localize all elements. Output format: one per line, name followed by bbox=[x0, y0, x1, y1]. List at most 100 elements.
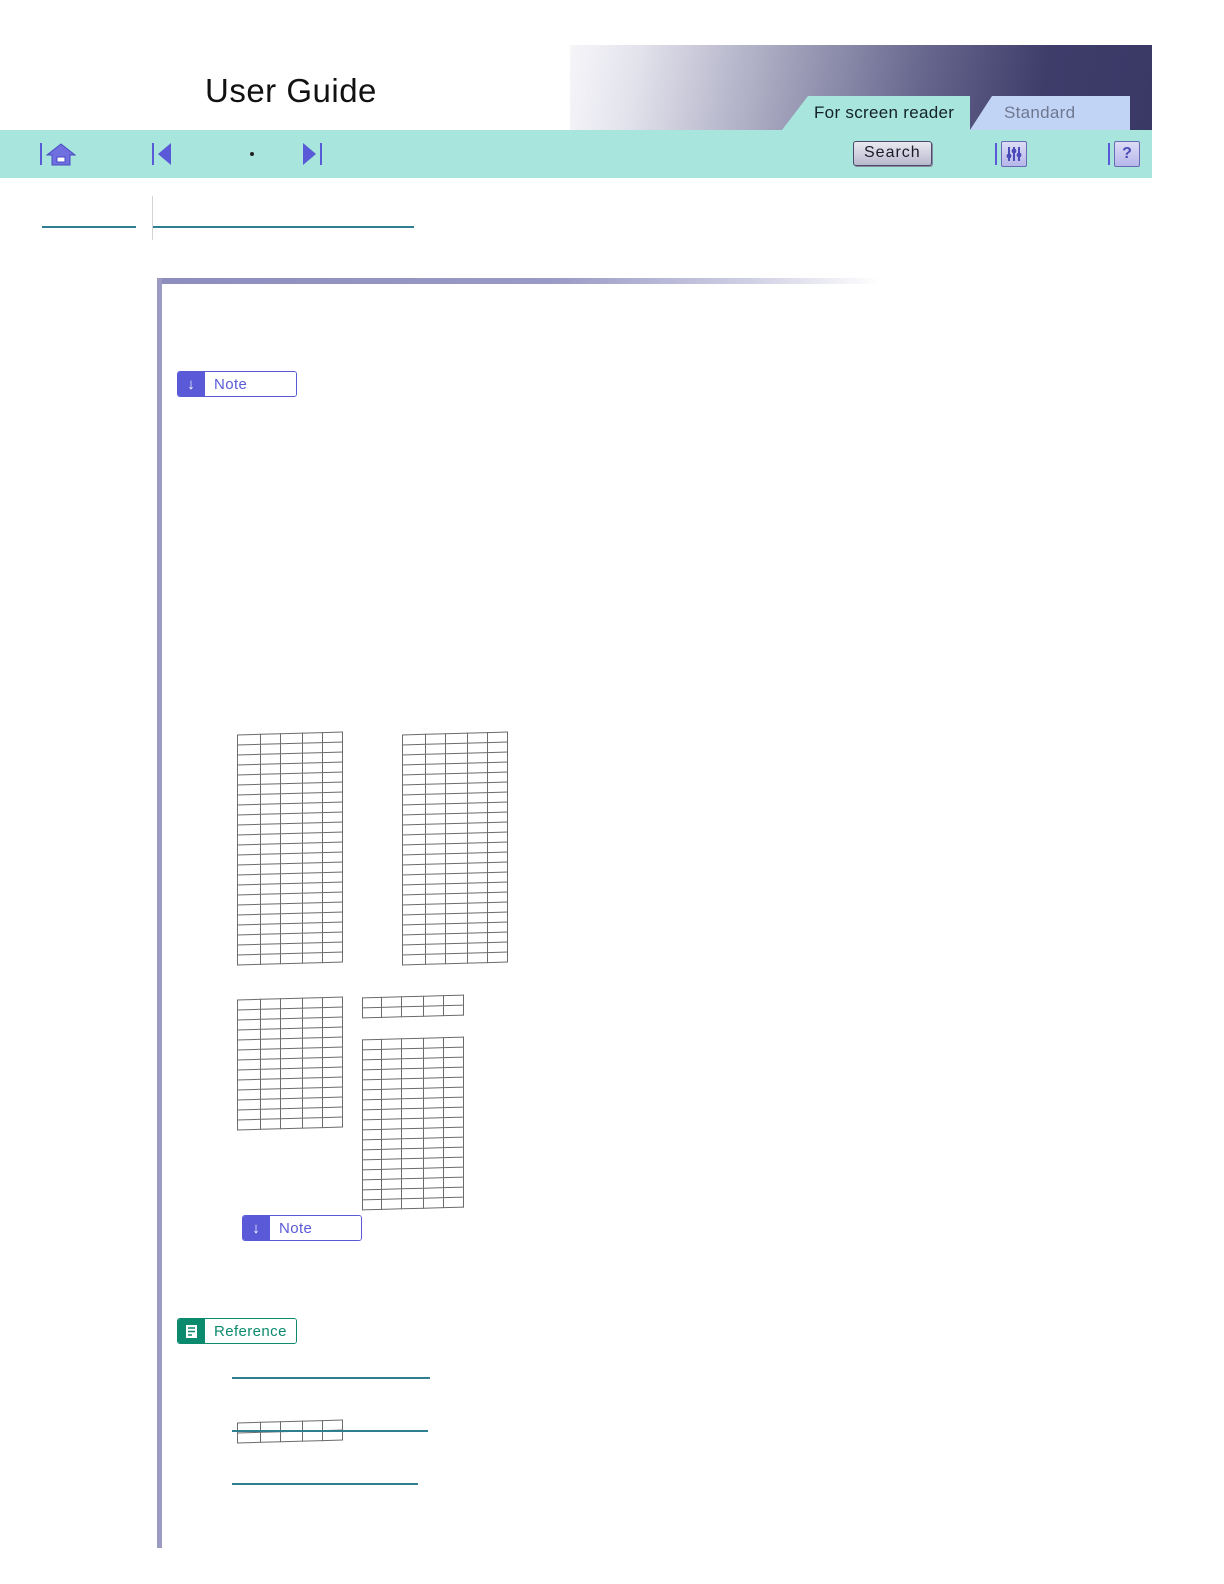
table-cell bbox=[487, 892, 508, 903]
table-cell bbox=[280, 933, 303, 944]
breadcrumb bbox=[0, 192, 1152, 238]
table-cell bbox=[280, 753, 303, 764]
table-cell bbox=[322, 822, 343, 833]
table-cell bbox=[401, 996, 424, 1007]
table-cell bbox=[445, 803, 468, 814]
table-cell bbox=[302, 832, 323, 844]
table-cell bbox=[237, 774, 261, 785]
table-cell bbox=[423, 1087, 444, 1099]
table-cell bbox=[302, 862, 323, 874]
help-button[interactable]: ? bbox=[1108, 130, 1140, 178]
table-cell bbox=[381, 1078, 402, 1090]
table-cell bbox=[302, 1077, 323, 1089]
table-cell bbox=[425, 753, 446, 765]
breadcrumb-item-2[interactable] bbox=[152, 210, 414, 228]
table-cell bbox=[467, 922, 488, 934]
page-header: User Guide For screen reader Standard bbox=[0, 0, 1152, 130]
table-cell bbox=[425, 823, 446, 835]
table-cell bbox=[381, 1098, 402, 1110]
table-cell bbox=[443, 1057, 464, 1068]
table-cell bbox=[302, 1067, 323, 1079]
table-cell bbox=[362, 997, 382, 1008]
table-cell bbox=[322, 882, 343, 893]
table-cell bbox=[322, 902, 343, 913]
table-cell bbox=[260, 733, 281, 745]
table-cell bbox=[302, 1017, 323, 1029]
table-cell bbox=[425, 813, 446, 825]
table-cell bbox=[362, 1179, 382, 1190]
home-button[interactable] bbox=[40, 130, 76, 178]
page-title: User Guide bbox=[205, 72, 377, 109]
table-cell bbox=[302, 997, 323, 1009]
table-cell bbox=[322, 932, 343, 943]
table-cell bbox=[260, 743, 281, 755]
table-cell bbox=[401, 1108, 424, 1119]
table-cell bbox=[280, 1028, 303, 1039]
table-cell bbox=[302, 742, 323, 754]
table-cell bbox=[322, 742, 343, 753]
table-grid-e bbox=[362, 1037, 464, 1211]
table-cell bbox=[401, 1138, 424, 1149]
table-cell bbox=[467, 892, 488, 904]
previous-page-button[interactable] bbox=[152, 130, 171, 178]
table-cell bbox=[445, 763, 468, 774]
separator-bar bbox=[152, 143, 154, 165]
table-cell bbox=[467, 822, 488, 834]
breadcrumb-item-1[interactable] bbox=[42, 210, 136, 228]
table-cell bbox=[467, 942, 488, 954]
table-cell bbox=[260, 1038, 281, 1050]
table-cell bbox=[445, 943, 468, 954]
table-cell bbox=[280, 1058, 303, 1069]
table-cell bbox=[425, 883, 446, 895]
content-left-rule bbox=[157, 278, 162, 1548]
table-cell bbox=[280, 1088, 303, 1099]
separator-bar bbox=[1108, 143, 1110, 165]
table-cell bbox=[423, 1147, 444, 1159]
table-cell bbox=[445, 733, 468, 744]
table-cell bbox=[260, 843, 281, 855]
note-badge: ↓ Note bbox=[242, 1215, 362, 1241]
table-cell bbox=[260, 763, 281, 775]
table-cell bbox=[362, 1129, 382, 1140]
table-cell bbox=[402, 804, 426, 815]
table-cell bbox=[381, 1088, 402, 1100]
table-cell bbox=[237, 1089, 261, 1100]
reference-link-1[interactable] bbox=[232, 1361, 430, 1379]
table-cell bbox=[425, 783, 446, 795]
table-cell bbox=[381, 1006, 402, 1018]
separator-bar bbox=[995, 143, 997, 165]
tab-for-screen-reader[interactable]: For screen reader bbox=[782, 96, 970, 130]
table-cell bbox=[280, 763, 303, 774]
glossary-button[interactable] bbox=[995, 130, 1027, 178]
table-cell bbox=[322, 792, 343, 803]
search-button[interactable]: Search bbox=[853, 140, 932, 166]
table-cell bbox=[280, 1048, 303, 1059]
table-cell bbox=[423, 1187, 444, 1199]
table-cell bbox=[322, 1027, 343, 1038]
table-cell bbox=[280, 793, 303, 804]
table-cell bbox=[487, 952, 508, 963]
table-cell bbox=[280, 1108, 303, 1119]
table-cell bbox=[280, 943, 303, 954]
table-cell bbox=[487, 902, 508, 913]
reference-link-3[interactable] bbox=[232, 1467, 418, 1485]
table-cell bbox=[445, 933, 468, 944]
table-cell bbox=[381, 1118, 402, 1130]
table-cell bbox=[445, 813, 468, 824]
table-cell bbox=[280, 1008, 303, 1019]
reference-link-2[interactable] bbox=[232, 1414, 428, 1432]
table-cell bbox=[443, 1127, 464, 1138]
tab-standard[interactable]: Standard bbox=[970, 96, 1130, 130]
next-page-button[interactable] bbox=[303, 130, 322, 178]
table-cell bbox=[362, 1139, 382, 1150]
table-cell bbox=[302, 842, 323, 854]
note-badge-label: Note bbox=[204, 372, 296, 396]
table-cell bbox=[445, 883, 468, 894]
table-cell bbox=[423, 1157, 444, 1169]
table-cell bbox=[425, 893, 446, 905]
reference-badge: Reference bbox=[177, 1318, 297, 1344]
table-cell bbox=[322, 872, 343, 883]
table-cell bbox=[425, 863, 446, 875]
table-cell bbox=[260, 953, 281, 965]
table-cell bbox=[401, 1098, 424, 1109]
